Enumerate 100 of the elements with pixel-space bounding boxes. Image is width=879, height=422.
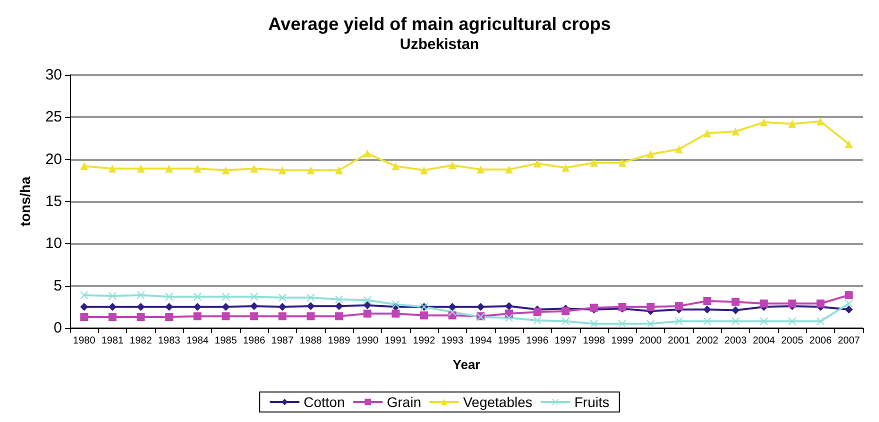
point xyxy=(476,165,485,174)
x-tick-label: 2007 xyxy=(838,336,860,346)
point xyxy=(193,164,202,173)
point xyxy=(108,164,116,173)
point xyxy=(674,302,683,310)
legend-label: Cotton xyxy=(304,394,345,410)
point xyxy=(448,161,456,170)
point xyxy=(222,302,230,311)
point xyxy=(108,302,116,311)
x-tick-label: 1987 xyxy=(271,336,294,346)
point xyxy=(816,117,825,126)
x-tick-label: 2000 xyxy=(639,336,662,346)
point xyxy=(165,164,174,173)
point xyxy=(193,292,202,301)
point xyxy=(136,164,145,173)
x-tick-label: 2004 xyxy=(752,336,776,346)
point xyxy=(222,292,230,301)
point xyxy=(80,291,88,300)
y-tick-label: 15 xyxy=(45,193,62,210)
x-tick-label: 2001 xyxy=(668,336,690,346)
point xyxy=(504,165,513,174)
x-tick-label: 1982 xyxy=(130,336,152,346)
point xyxy=(363,310,372,318)
point xyxy=(335,312,344,320)
x-tick-label: 1996 xyxy=(526,336,549,346)
point xyxy=(504,314,513,322)
point xyxy=(562,317,570,326)
point xyxy=(504,302,513,310)
legend-label: Vegetables xyxy=(463,394,532,410)
point xyxy=(363,296,372,304)
point xyxy=(392,310,400,318)
point xyxy=(392,300,400,308)
legend-label: Fruits xyxy=(574,394,610,410)
point xyxy=(703,297,712,306)
point xyxy=(618,320,626,328)
x-tick-label: 1990 xyxy=(356,336,379,346)
point xyxy=(250,164,258,173)
point xyxy=(844,140,853,148)
point xyxy=(335,295,344,304)
x-tick-label: 2003 xyxy=(724,336,748,346)
point xyxy=(80,162,88,170)
x-tick-label: 2005 xyxy=(781,336,804,346)
point xyxy=(844,305,853,314)
point xyxy=(165,292,174,301)
point xyxy=(590,320,598,328)
point xyxy=(306,302,315,310)
point xyxy=(533,316,542,324)
x-tick-label: 1997 xyxy=(554,336,578,346)
point xyxy=(816,317,825,326)
point xyxy=(448,308,456,316)
point xyxy=(788,120,796,128)
point xyxy=(703,317,712,326)
x-tick-label: 1980 xyxy=(73,336,96,346)
point xyxy=(108,313,116,322)
point xyxy=(363,301,372,310)
point xyxy=(533,308,542,316)
point xyxy=(278,166,286,174)
x-tick-label: 1998 xyxy=(582,336,606,346)
point xyxy=(476,302,485,311)
x-tick-label: 1988 xyxy=(300,336,322,346)
x-tick-label: 1992 xyxy=(412,336,436,346)
point xyxy=(250,302,258,310)
point xyxy=(222,312,230,320)
point xyxy=(646,150,655,158)
point xyxy=(165,313,174,322)
point xyxy=(674,317,683,326)
chart-subtitle: Uzbekistan xyxy=(400,36,480,53)
x-tick-label: 1981 xyxy=(101,336,124,346)
point xyxy=(562,307,570,316)
y-tick-label: 25 xyxy=(45,108,62,126)
y-tick-label: 0 xyxy=(54,320,62,336)
point xyxy=(674,145,683,154)
point xyxy=(788,300,796,308)
point xyxy=(732,128,740,136)
x-tick-label: 2006 xyxy=(809,336,832,346)
point xyxy=(788,317,796,326)
x-tick-label: 1994 xyxy=(470,336,492,346)
point xyxy=(136,291,145,300)
point xyxy=(732,306,740,314)
y-axis-title: tons/ha xyxy=(17,176,33,226)
x-tick-label: 1989 xyxy=(328,336,351,346)
legend-label: Grain xyxy=(386,394,422,410)
point xyxy=(335,166,344,174)
point xyxy=(306,294,315,302)
y-tick-label: 20 xyxy=(45,150,62,168)
point xyxy=(844,300,853,308)
point xyxy=(278,302,286,311)
point xyxy=(646,302,655,311)
x-tick-label: 1991 xyxy=(384,336,408,346)
point xyxy=(306,166,315,174)
point xyxy=(533,160,542,168)
x-tick-label: 1983 xyxy=(158,336,181,346)
point xyxy=(562,164,570,172)
point xyxy=(193,302,202,311)
chart-title: Average yield of main agricultural crops xyxy=(268,14,611,34)
point xyxy=(844,291,853,300)
x-tick-label: 1986 xyxy=(242,336,266,346)
point xyxy=(306,312,315,320)
point xyxy=(590,158,598,167)
point xyxy=(278,294,286,302)
